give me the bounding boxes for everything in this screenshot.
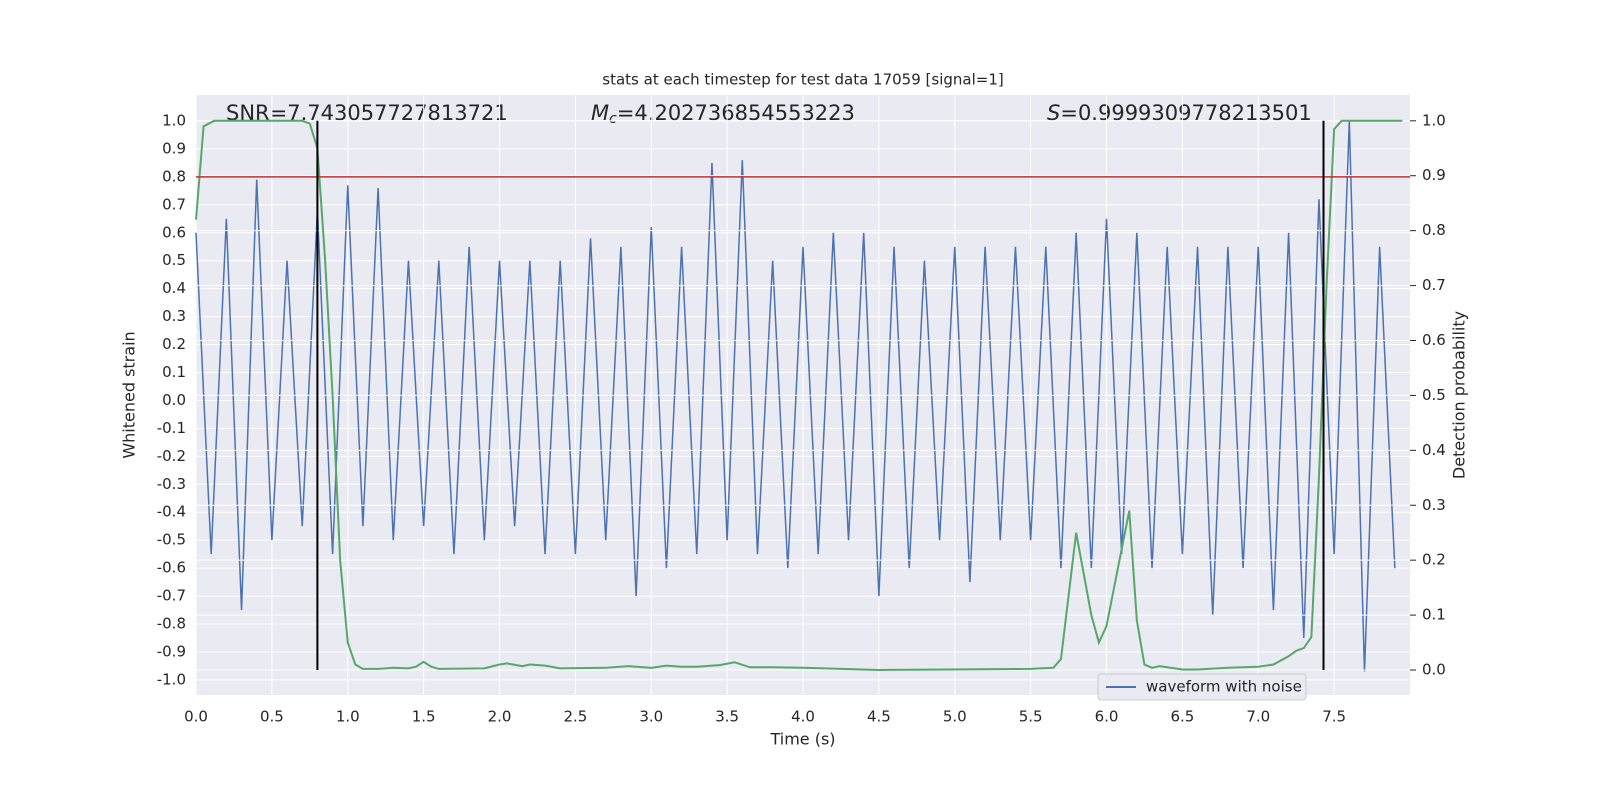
legend-box: [1097, 673, 1307, 701]
annotation-subscript: c: [609, 111, 617, 127]
y-tick-label: -0.3: [157, 475, 186, 493]
y-tick-label: 0.4: [162, 279, 186, 297]
probability-line: [195, 119, 1403, 672]
y-tick-label: -0.9: [157, 642, 186, 660]
y2-tick-label: 0.4: [1422, 441, 1446, 459]
x-tick-label: 5.0: [943, 708, 967, 726]
y-axis-label: Whitened strain: [120, 331, 139, 458]
y-tick-label: 0.7: [162, 195, 186, 213]
y2-tick-label: 0.2: [1422, 551, 1446, 569]
y-tick-label: 0.9: [162, 139, 186, 157]
annotation: Mc=4.202736854553223: [591, 101, 855, 127]
y-tick-label: -0.1: [157, 419, 186, 437]
y-tick-label: -0.2: [157, 447, 186, 465]
y2-tick-label: 0.3: [1422, 496, 1446, 514]
y-tick-label: -0.6: [157, 559, 186, 577]
y-tick-label: -0.8: [157, 615, 186, 633]
x-tick-label: 2.0: [488, 708, 512, 726]
x-tick-label: 6.5: [1170, 708, 1194, 726]
y2-tick-label: 1.0: [1422, 111, 1446, 129]
x-axis-label: Time (s): [769, 730, 835, 749]
x-tick-label: 2.5: [563, 708, 587, 726]
y-tick-label: 0.5: [162, 251, 186, 269]
x-tick-label: 4.5: [867, 708, 891, 726]
annotation-symbol: M: [591, 101, 609, 125]
y2-tick-label: 0.5: [1422, 386, 1446, 404]
y-tick-label: 0.6: [162, 223, 186, 241]
y-tick-label: -0.7: [157, 587, 186, 605]
y-tick-label: 0.1: [162, 363, 186, 381]
y-tick-label: -0.5: [157, 531, 186, 549]
y2-tick-label: 0.7: [1422, 276, 1446, 294]
x-tick-label: 0.0: [184, 708, 208, 726]
y-tick-label: -0.4: [157, 503, 186, 521]
annotation-symbol: S: [1047, 101, 1060, 125]
y2-tick-label: 0.9: [1422, 166, 1446, 184]
legend-label: waveform with noise: [1146, 678, 1302, 696]
waveform-line: [195, 120, 1396, 672]
y-tick-label: 0.2: [162, 335, 186, 353]
chart-title: stats at each timestep for test data 170…: [602, 71, 1003, 89]
x-tick-label: 6.0: [1095, 708, 1119, 726]
y-tick-label: 0.8: [162, 167, 186, 185]
y-tick-label: 1.0: [162, 111, 186, 129]
y2-tick-label: 0.6: [1422, 331, 1446, 349]
x-tick-label: 1.0: [336, 708, 360, 726]
x-tick-label: 0.5: [260, 708, 284, 726]
y-tick-label: -1.0: [157, 670, 186, 688]
y2-tick-label: 0.8: [1422, 221, 1446, 239]
x-tick-label: 4.0: [791, 708, 815, 726]
y-tick-label: 0.3: [162, 307, 186, 325]
y2-tick-label: 0.1: [1422, 606, 1446, 624]
x-tick-label: 5.5: [1019, 708, 1043, 726]
y2-tick-label: 0.0: [1422, 661, 1446, 679]
x-tick-label: 7.0: [1246, 708, 1270, 726]
x-tick-label: 3.0: [639, 708, 663, 726]
y-tick-label: 0.0: [162, 391, 186, 409]
x-tick-label: 3.5: [715, 708, 739, 726]
y2-axis-label: Detection probability: [1450, 311, 1469, 479]
x-tick-label: 7.5: [1322, 708, 1346, 726]
x-tick-label: 1.5: [412, 708, 436, 726]
